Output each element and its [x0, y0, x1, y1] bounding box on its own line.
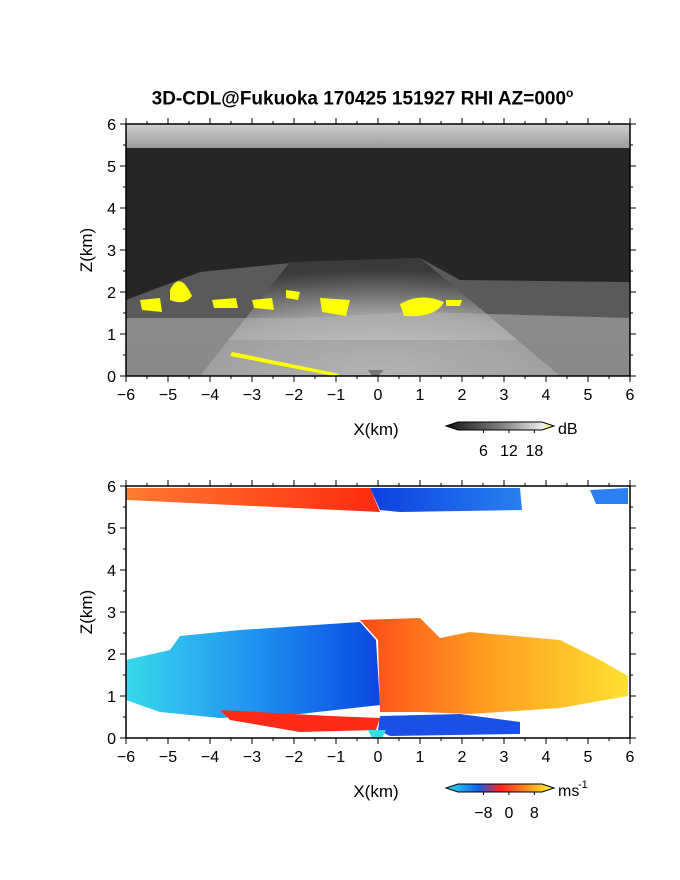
- x-tick-label: 1: [416, 387, 425, 404]
- y-tick-label: 1: [107, 689, 116, 706]
- y-tick-label: 3: [107, 605, 116, 622]
- colorbar-unit: dB: [558, 421, 578, 438]
- figure-title: 3D-CDL@Fukuoka 170425 151927 RHI AZ=000o: [0, 86, 680, 110]
- y-tick-label: 3: [107, 243, 116, 260]
- x-tick-label: 0: [374, 387, 383, 404]
- colorbar-tick-label: −8: [474, 805, 492, 822]
- x-tick-label: 0: [374, 749, 383, 766]
- y-axis-label: Z(km): [77, 590, 96, 634]
- colorbar-tick-label: 0: [504, 805, 513, 822]
- y-axis-label: Z(km): [77, 228, 96, 272]
- y-tick-label: 4: [107, 563, 116, 580]
- x-tick-label: −1: [327, 387, 345, 404]
- colorbar-tick-label: 18: [525, 443, 543, 460]
- x-tick-label: −3: [243, 749, 261, 766]
- x-tick-label: −4: [201, 387, 219, 404]
- reflectivity-field: [126, 124, 630, 376]
- y-tick-label: 6: [107, 117, 116, 134]
- x-tick-label: 3: [500, 387, 509, 404]
- x-tick-label: 6: [626, 749, 635, 766]
- x-tick-label: −2: [285, 749, 303, 766]
- x-tick-label: −5: [159, 749, 177, 766]
- y-tick-label: 0: [107, 369, 116, 386]
- x-axis-label: X(km): [353, 420, 398, 439]
- colorbar-unit-exponent: -1: [578, 779, 588, 791]
- x-tick-label: 5: [584, 387, 593, 404]
- x-tick-label: −6: [117, 387, 135, 404]
- y-tick-label: 4: [107, 201, 116, 218]
- x-tick-label: 4: [542, 387, 551, 404]
- x-tick-label: 4: [542, 749, 551, 766]
- y-tick-label: 5: [107, 521, 116, 538]
- y-tick-label: 2: [107, 647, 116, 664]
- colorbar-tick-label: 12: [500, 443, 518, 460]
- colorbar: [444, 421, 556, 431]
- x-axis-label: X(km): [353, 782, 398, 801]
- y-tick-label: 2: [107, 285, 116, 302]
- x-tick-label: 2: [458, 749, 467, 766]
- x-tick-label: 3: [500, 749, 509, 766]
- y-tick-label: 5: [107, 159, 116, 176]
- degree-symbol: o: [566, 86, 574, 100]
- x-tick-label: −3: [243, 387, 261, 404]
- figure-title-text: 3D-CDL@Fukuoka 170425 151927 RHI AZ=000: [151, 88, 567, 110]
- y-tick-label: 6: [107, 479, 116, 496]
- colorbar-unit: ms: [558, 783, 579, 800]
- velocity-field: [126, 486, 630, 738]
- y-tick-label: 1: [107, 327, 116, 344]
- x-tick-label: −6: [117, 749, 135, 766]
- colorbar-tick-label: 6: [479, 443, 488, 460]
- x-tick-label: 5: [584, 749, 593, 766]
- x-tick-label: −5: [159, 387, 177, 404]
- x-tick-label: 2: [458, 387, 467, 404]
- y-tick-label: 0: [107, 731, 116, 748]
- colorbar-tick-label: 8: [530, 805, 539, 822]
- x-tick-label: 6: [626, 387, 635, 404]
- x-tick-label: −2: [285, 387, 303, 404]
- x-tick-label: 1: [416, 749, 425, 766]
- colorbar: [444, 783, 556, 793]
- x-tick-label: −4: [201, 749, 219, 766]
- x-tick-label: −1: [327, 749, 345, 766]
